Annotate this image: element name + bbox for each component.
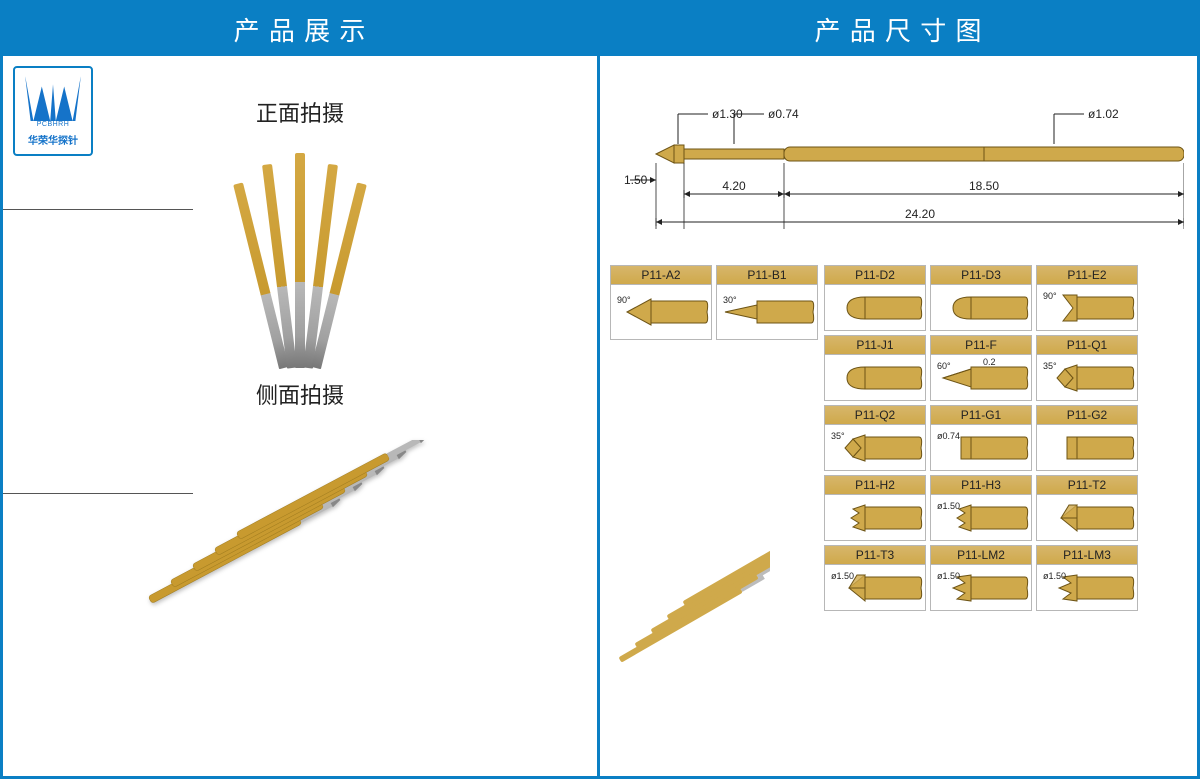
tip-cell-P11-LM2: P11-LM2 ø1.50 — [930, 545, 1032, 611]
tip-row: P11-J1 P11-F 60° 0.2 P11-Q1 35° — [824, 335, 1138, 401]
svg-text:0.2: 0.2 — [983, 357, 996, 367]
tip-shape — [1037, 495, 1137, 540]
dimension-drawing: ø1.30ø0.74ø1.021.504.2018.5024.20 — [610, 76, 1187, 259]
tip-cell-P11-E2: P11-E2 90° — [1036, 265, 1138, 331]
svg-text:18.50: 18.50 — [969, 179, 999, 193]
tip-cell-P11-Q2: P11-Q2 35° — [824, 405, 926, 471]
svg-text:ø0.74: ø0.74 — [768, 107, 799, 121]
left-header: 产 品 展 示 — [3, 3, 597, 56]
tip-shape: ø0.74 — [931, 425, 1031, 470]
tip-cell-P11-Q1: P11-Q1 35° — [1036, 335, 1138, 401]
tip-label: P11-D3 — [931, 266, 1031, 285]
tip-label: P11-LM2 — [931, 546, 1031, 565]
probe-front — [295, 153, 305, 368]
tip-label: P11-A2 — [611, 266, 711, 285]
tip-shape: 90° — [1037, 285, 1137, 330]
svg-text:4.20: 4.20 — [722, 179, 746, 193]
tip-cell-P11-H2: P11-H2 — [824, 475, 926, 541]
tip-cell-P11-G2: P11-G2 — [1036, 405, 1138, 471]
right-body: ø1.30ø0.74ø1.021.504.2018.5024.20 P11-A2… — [600, 56, 1197, 776]
tip-label: P11-Q2 — [825, 406, 925, 425]
tip-shape: 60° 0.2 — [931, 355, 1031, 400]
tip-cell-P11-H3: P11-H3 ø1.50 — [930, 475, 1032, 541]
mini-probes — [610, 340, 770, 720]
tip-row: P11-Q2 35° P11-G1 ø0.74 P11-G2 — [824, 405, 1138, 471]
svg-text:60°: 60° — [937, 361, 951, 371]
svg-text:30°: 30° — [723, 295, 737, 305]
svg-text:ø1.50: ø1.50 — [937, 501, 960, 511]
side-view-title: 侧面拍摄 — [3, 378, 597, 410]
side-probes-svg — [130, 440, 470, 660]
brand-en: PCBHRH — [37, 121, 70, 128]
brand-cn: 华荣华探针 — [28, 132, 78, 147]
svg-text:ø0.74: ø0.74 — [937, 431, 960, 441]
tip-row: P11-H2 P11-H3 ø1.50 P11-T2 — [824, 475, 1138, 541]
page-frame: 产 品 展 示 PCBHRH 华荣华探针 正面拍摄 侧面拍摄 产 品 尺 寸 图 — [0, 0, 1200, 779]
tip-label: P11-G2 — [1037, 406, 1137, 425]
tip-label: P11-G1 — [931, 406, 1031, 425]
tip-cell-P11-D2: P11-D2 — [824, 265, 926, 331]
svg-text:35°: 35° — [1043, 361, 1057, 371]
tip-row: P11-T3 ø1.50 P11-LM2 ø1.50 P11-LM3 ø1.50 — [824, 545, 1138, 611]
tip-cell-P11-G1: P11-G1 ø0.74 — [930, 405, 1032, 471]
right-panel: 产 品 尺 寸 图 ø1.30ø0.74ø1.021.504.2018.5024… — [600, 3, 1197, 776]
crown-icon — [25, 75, 81, 121]
tip-shape: 35° — [1037, 355, 1137, 400]
svg-text:90°: 90° — [1043, 291, 1057, 301]
tip-label: P11-T2 — [1037, 476, 1137, 495]
tip-shape: 35° — [825, 425, 925, 470]
tip-shape: ø1.50 — [1037, 565, 1137, 610]
right-header: 产 品 尺 寸 图 — [600, 3, 1197, 56]
tip-label: P11-H2 — [825, 476, 925, 495]
tip-grid: P11-D2P11-D3P11-E290°P11-J1P11-F60°0.2P1… — [824, 265, 1138, 766]
mini-probes-svg — [610, 460, 770, 720]
tip-label: P11-H3 — [931, 476, 1031, 495]
dim-svg: ø1.30ø0.74ø1.021.504.2018.5024.20 — [614, 84, 1184, 254]
svg-text:24.20: 24.20 — [905, 207, 935, 221]
svg-text:ø1.50: ø1.50 — [937, 571, 960, 581]
tip-cell-P11-F: P11-F 60° 0.2 — [930, 335, 1032, 401]
left-body: PCBHRH 华荣华探针 正面拍摄 侧面拍摄 — [3, 56, 597, 776]
tip-shape: ø1.50 — [825, 565, 925, 610]
tip-cell-P11-J1: P11-J1 — [824, 335, 926, 401]
tip-shape: ø1.50 — [931, 565, 1031, 610]
svg-text:ø1.50: ø1.50 — [831, 571, 854, 581]
tip-label: P11-B1 — [717, 266, 817, 285]
front-probes — [3, 148, 597, 368]
tip-label: P11-Q1 — [1037, 336, 1137, 355]
brand-logo: PCBHRH 华荣华探针 — [13, 66, 93, 156]
tip-cell-P11-T2: P11-T2 — [1036, 475, 1138, 541]
svg-text:ø1.02: ø1.02 — [1088, 107, 1119, 121]
tip-label: P11-T3 — [825, 546, 925, 565]
tip-label: P11-D2 — [825, 266, 925, 285]
left-panel: 产 品 展 示 PCBHRH 华荣华探针 正面拍摄 侧面拍摄 — [3, 3, 600, 776]
tip-cell-P11-T3: P11-T3 ø1.50 — [824, 545, 926, 611]
tip-shape — [825, 355, 925, 400]
tip-leftblock: P11-A2 90° P11-B1 30° — [610, 265, 818, 766]
tip-cell-P11-B1: P11-B1 30° — [716, 265, 818, 340]
tip-shape: ø1.50 — [931, 495, 1031, 540]
right-lower: P11-A2 90° P11-B1 30° P11-D2 P11-D3 P11-E2 90°… — [610, 265, 1187, 766]
tip-cell-P11-D3: P11-D3 — [930, 265, 1032, 331]
tip-shape — [825, 495, 925, 540]
tip-cell-P11-LM3: P11-LM3 ø1.50 — [1036, 545, 1138, 611]
tip-label: P11-E2 — [1037, 266, 1137, 285]
tip-shape: 30° — [717, 285, 817, 339]
tip-shape — [1037, 425, 1137, 470]
side-probes — [3, 430, 597, 670]
tip-label: P11-F — [931, 336, 1031, 355]
svg-text:35°: 35° — [831, 431, 845, 441]
tip-leftcol-row: P11-A2 90° P11-B1 30° — [610, 265, 818, 340]
tip-label: P11-LM3 — [1037, 546, 1137, 565]
svg-text:ø1.50: ø1.50 — [1043, 571, 1066, 581]
side-view-title-text: 侧面拍摄 — [256, 383, 344, 408]
tip-shape: 90° — [611, 285, 711, 339]
divider-line-1 — [3, 209, 193, 210]
tip-label: P11-J1 — [825, 336, 925, 355]
tip-cell-P11-A2: P11-A2 90° — [610, 265, 712, 340]
svg-text:90°: 90° — [617, 295, 631, 305]
tip-row: P11-D2 P11-D3 P11-E2 90° — [824, 265, 1138, 331]
tip-shape — [931, 285, 1031, 330]
tip-shape — [825, 285, 925, 330]
